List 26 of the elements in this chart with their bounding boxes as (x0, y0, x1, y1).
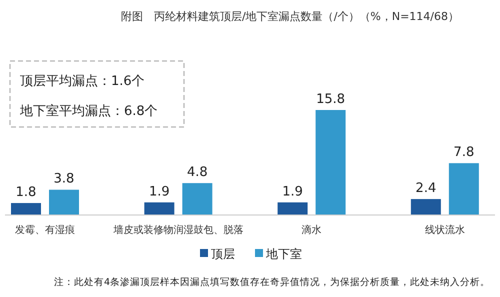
bar (144, 202, 174, 215)
data-label: 2.4 (416, 181, 436, 196)
text: 顶层平均漏点：1.6个 (20, 74, 145, 89)
annotation: 地下室平均漏点：6.8个 (19, 103, 158, 119)
data-label: 1.8 (16, 185, 36, 200)
data-label: 1.9 (148, 184, 170, 200)
data-label: 15.8 (316, 92, 346, 107)
x-tick-label: 滴水 (302, 224, 322, 236)
data-label: 7.8 (454, 145, 474, 160)
bar (182, 183, 212, 215)
bar (49, 190, 79, 215)
bar (410, 199, 441, 215)
x-tick-label: 发霉、有湿痕 (15, 224, 75, 236)
chart-title: 附图 丙纶材料建筑顶层/地下室漏点数量（/个）（%，N=114/68） (120, 10, 460, 23)
data-label: 4.8 (186, 165, 208, 180)
bar (448, 163, 479, 215)
legend-label: 顶层 (211, 247, 235, 261)
text: 注：此处有4条渗漏顶层样本因漏点填写数值存在奇异值情况，为保据分析质量，此处未纳入分析。 (54, 276, 490, 288)
bar (316, 110, 346, 215)
legend-label: 地下室 (265, 247, 302, 261)
data-label: 3.8 (54, 172, 74, 187)
x-tick-label: 线状流水 (424, 224, 465, 236)
data-label: 1.9 (282, 184, 303, 200)
x-tick-label: 墙皮或装修物润湿鼓包、脱落 (112, 224, 244, 236)
bar (11, 203, 41, 215)
bar (278, 202, 308, 215)
